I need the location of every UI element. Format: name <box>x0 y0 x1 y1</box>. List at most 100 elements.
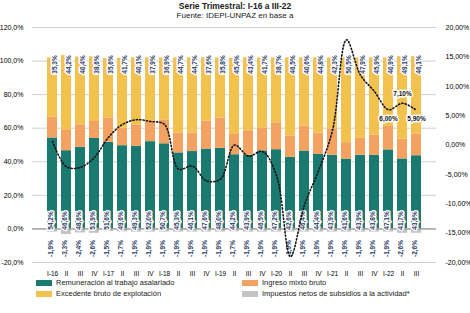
svg-text:44,2%: 44,2% <box>65 55 73 74</box>
svg-text:-5,00%: -5,00% <box>446 171 468 178</box>
svg-text:II: II <box>233 270 237 276</box>
svg-text:42,6%: 42,6% <box>285 211 293 230</box>
svg-text:45,4%: 45,4% <box>233 55 241 74</box>
svg-text:36,9%: 36,9% <box>163 55 171 74</box>
svg-text:35,8%: 35,8% <box>219 55 227 74</box>
svg-text:-1,7%: -1,7% <box>229 240 237 257</box>
svg-text:100,0%: 100,0% <box>0 57 24 64</box>
svg-text:49,3%: 49,3% <box>131 211 139 230</box>
svg-text:-3,3%: -3,3% <box>61 240 69 257</box>
svg-text:IV: IV <box>371 270 378 276</box>
svg-text:43,6%: 43,6% <box>411 211 419 230</box>
svg-text:35,3%: 35,3% <box>51 55 59 74</box>
svg-text:120,0%: 120,0% <box>0 24 24 31</box>
svg-text:40,9%: 40,9% <box>387 55 395 74</box>
svg-text:II: II <box>401 270 405 276</box>
svg-text:0,00%: 0,00% <box>446 141 466 148</box>
svg-text:49,1%: 49,1% <box>401 55 409 74</box>
svg-text:42,3%: 42,3% <box>331 55 339 74</box>
svg-text:50,7%: 50,7% <box>159 211 167 230</box>
svg-text:50,5%: 50,5% <box>345 55 353 74</box>
svg-text:47,2%: 47,2% <box>271 211 279 230</box>
svg-text:IV: IV <box>147 270 154 276</box>
svg-text:46,6%: 46,6% <box>61 211 69 230</box>
svg-text:IV: IV <box>315 270 322 276</box>
svg-text:-1,9%: -1,9% <box>215 240 223 257</box>
svg-text:-20,0%: -20,0% <box>1 259 23 266</box>
svg-text:-2,6%: -2,6% <box>89 240 97 257</box>
svg-text:III: III <box>78 270 84 276</box>
svg-text:-1,5%: -1,5% <box>103 240 111 257</box>
svg-text:-15,00%: -15,00% <box>446 229 470 236</box>
svg-text:-1,9%: -1,9% <box>313 240 321 257</box>
svg-text:41,7%: 41,7% <box>397 211 405 230</box>
svg-text:-1,9%: -1,9% <box>243 240 251 257</box>
svg-text:I-16: I-16 <box>47 270 59 276</box>
svg-text:43,9%: 43,9% <box>243 211 251 230</box>
svg-text:-1,9%: -1,9% <box>187 240 195 257</box>
svg-text:45,9%: 45,9% <box>373 55 381 74</box>
svg-text:37,9%: 37,9% <box>149 55 157 74</box>
svg-text:5,00%: 5,00% <box>446 112 466 119</box>
svg-text:-20,00%: -20,00% <box>446 259 470 266</box>
svg-text:41,6%: 41,6% <box>341 211 349 230</box>
svg-text:44,8%: 44,8% <box>317 55 325 74</box>
svg-text:-1,9%: -1,9% <box>341 240 349 257</box>
svg-text:I-20: I-20 <box>271 270 283 276</box>
svg-text:IV: IV <box>259 270 266 276</box>
svg-text:-2,4%: -2,4% <box>75 240 83 257</box>
svg-text:-1,9%: -1,9% <box>201 240 209 257</box>
svg-text:I-18: I-18 <box>159 270 171 276</box>
svg-text:10,00%: 10,00% <box>446 82 470 89</box>
svg-text:I-21: I-21 <box>327 270 339 276</box>
svg-text:48,0%: 48,0% <box>215 211 223 230</box>
svg-text:III: III <box>302 270 308 276</box>
svg-text:-1,9%: -1,9% <box>355 240 363 257</box>
svg-text:47,1%: 47,1% <box>383 211 391 230</box>
svg-text:40,4%: 40,4% <box>79 55 87 74</box>
svg-text:47,6%: 47,6% <box>201 211 209 230</box>
svg-text:40,0%: 40,0% <box>4 158 24 165</box>
svg-text:40,1%: 40,1% <box>135 55 143 74</box>
svg-text:-1,9%: -1,9% <box>145 240 153 257</box>
svg-text:I-17: I-17 <box>103 270 115 276</box>
svg-text:38,7%: 38,7% <box>275 55 283 74</box>
svg-text:48,6%: 48,6% <box>75 211 83 230</box>
svg-text:38,6%: 38,6% <box>93 55 101 74</box>
svg-text:-1,9%: -1,9% <box>173 240 181 257</box>
svg-text:20,00%: 20,00% <box>446 24 470 31</box>
svg-text:III: III <box>414 270 420 276</box>
svg-text:54,2%: 54,2% <box>47 211 55 230</box>
svg-text:III: III <box>134 270 140 276</box>
svg-text:II: II <box>289 270 293 276</box>
svg-text:80,0%: 80,0% <box>4 91 24 98</box>
svg-text:-1,9%: -1,9% <box>257 240 265 257</box>
svg-text:II: II <box>345 270 349 276</box>
svg-text:44,7%: 44,7% <box>177 55 185 74</box>
svg-text:III: III <box>190 270 196 276</box>
svg-text:51,6%: 51,6% <box>103 211 111 230</box>
svg-text:43,4%: 43,4% <box>247 55 255 74</box>
svg-text:43,9%: 43,9% <box>355 211 363 230</box>
svg-text:I-19: I-19 <box>215 270 227 276</box>
svg-text:-2,6%: -2,6% <box>411 240 419 257</box>
svg-text:41,7%: 41,7% <box>261 55 269 74</box>
svg-text:46,5%: 46,5% <box>257 211 265 230</box>
svg-text:43,8%: 43,8% <box>369 211 377 230</box>
svg-text:45,3%: 45,3% <box>173 211 181 230</box>
svg-text:49,6%: 49,6% <box>117 211 125 230</box>
svg-text:IV: IV <box>91 270 98 276</box>
svg-text:-1,9%: -1,9% <box>299 240 307 257</box>
svg-text:47,9%: 47,9% <box>359 55 367 74</box>
svg-text:-1,7%: -1,7% <box>117 240 125 257</box>
svg-text:-1,9%: -1,9% <box>159 240 167 257</box>
svg-text:6,00%: 6,00% <box>379 115 398 123</box>
svg-text:-10,00%: -10,00% <box>446 200 470 207</box>
svg-text:0,0%: 0,0% <box>8 225 24 232</box>
svg-text:46,1%: 46,1% <box>415 55 423 74</box>
svg-text:37,6%: 37,6% <box>205 55 213 74</box>
svg-text:44,4%: 44,4% <box>313 211 321 230</box>
svg-text:7,10%: 7,10% <box>393 90 412 98</box>
svg-text:II: II <box>177 270 181 276</box>
svg-text:44,2%: 44,2% <box>229 211 237 230</box>
